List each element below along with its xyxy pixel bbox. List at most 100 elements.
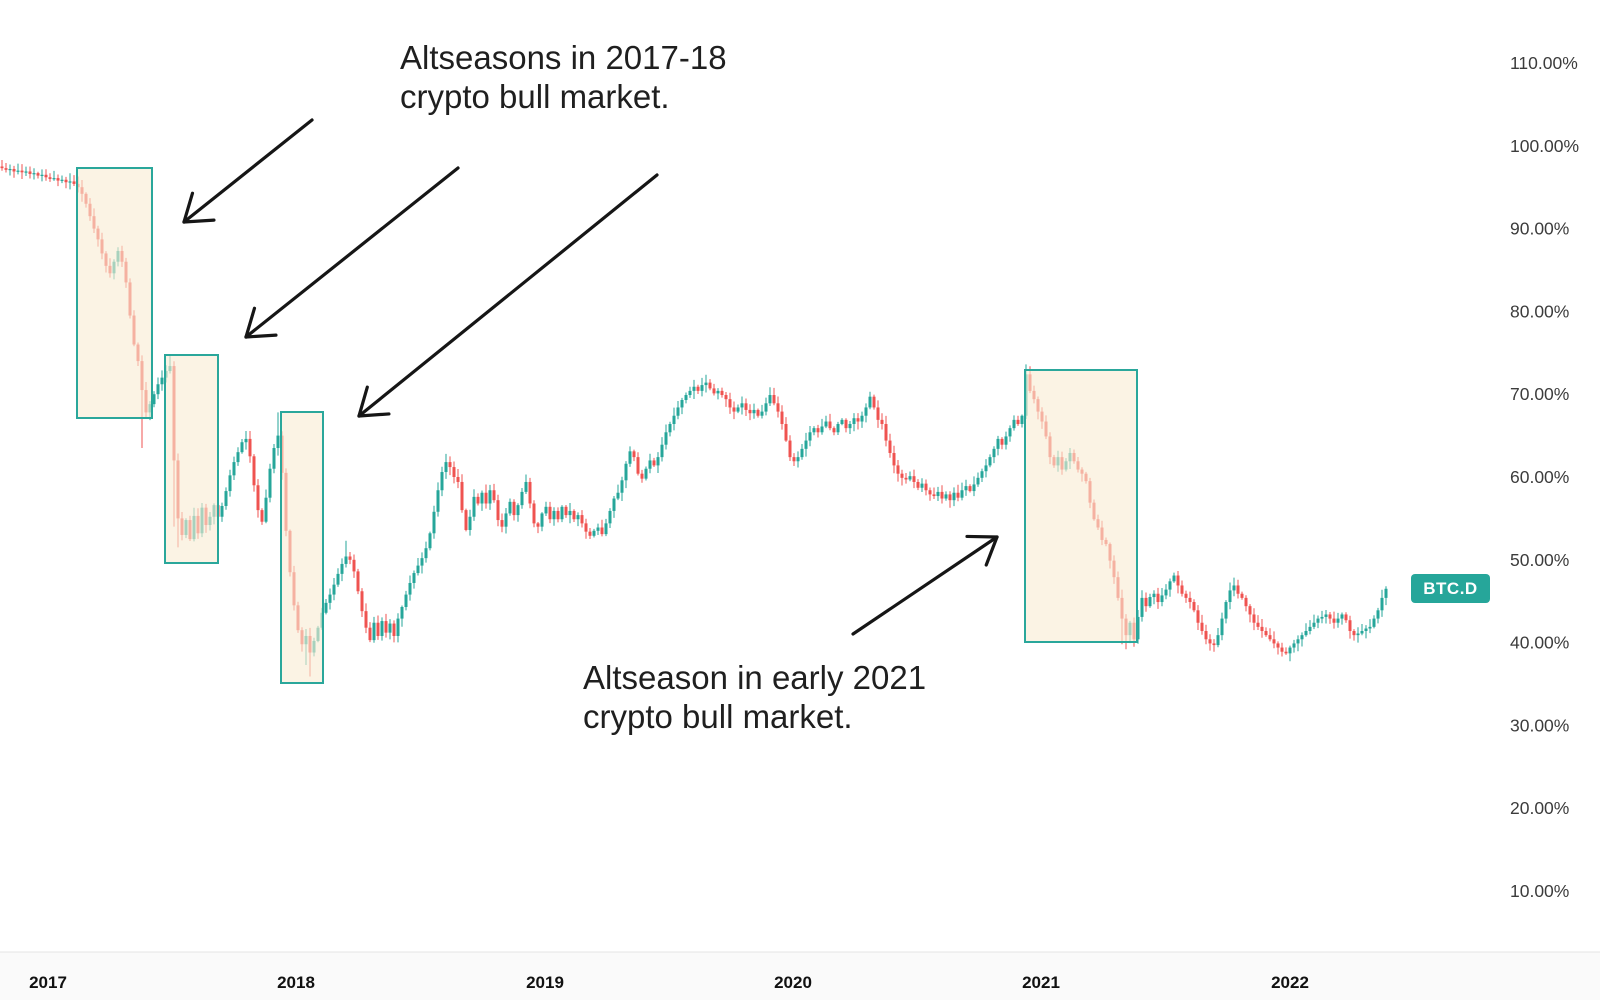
candle-body (260, 510, 264, 522)
y-axis-tick-label: 50.00% (1510, 550, 1569, 570)
y-axis-tick-label: 60.00% (1510, 467, 1569, 487)
candle-body (544, 506, 548, 514)
candle-body (56, 178, 60, 181)
candle-body (956, 492, 960, 498)
candle-body (1252, 614, 1256, 623)
candle-body (928, 490, 932, 495)
x-axis-tick-label: 2019 (526, 973, 564, 992)
altseason-box-2017-q2 (164, 354, 219, 564)
annotation-arrow-head (244, 306, 257, 339)
candle-body (996, 438, 1000, 449)
y-axis-tick-label: 40.00% (1510, 633, 1569, 653)
candle-body (380, 621, 384, 636)
candle-body (1304, 631, 1308, 636)
candle-body (400, 606, 404, 619)
x-axis-tick-label: 2020 (774, 973, 812, 992)
candle-body (1340, 614, 1344, 619)
candle-body (944, 494, 948, 499)
candle-body (48, 177, 52, 179)
candle-body (1384, 588, 1388, 598)
candle-body (720, 390, 724, 396)
candle-body (780, 411, 784, 425)
candle-body (348, 556, 352, 560)
candle-body (844, 419, 848, 429)
annotation-arrow-head (984, 535, 999, 567)
candle-body (1216, 635, 1220, 646)
candle-body (920, 483, 924, 488)
candle-body (44, 174, 48, 178)
candle-body (1184, 593, 1188, 598)
candle-body (964, 486, 968, 491)
candle-body (464, 510, 468, 530)
candle-body (900, 473, 904, 478)
candle-body (356, 571, 360, 592)
candle-body (608, 510, 612, 524)
candle-body (52, 178, 56, 180)
candle-body (764, 403, 768, 412)
candle-body (1268, 635, 1272, 640)
candle-body (1376, 610, 1380, 619)
candle-body (1164, 589, 1168, 596)
candle-body (1172, 575, 1176, 582)
candle-body (0, 166, 4, 169)
y-axis-tick-label: 100.00% (1510, 136, 1579, 156)
candle-body (1320, 616, 1324, 619)
candle-body (748, 409, 752, 414)
candle-body (540, 513, 544, 527)
candle-body (368, 627, 372, 641)
candle-body (516, 505, 520, 516)
annotation-arrow-head (244, 333, 278, 339)
candle-body (936, 491, 940, 497)
candle-body (8, 168, 12, 171)
candle-body (1276, 643, 1280, 648)
annotation-arrow-shaft (182, 118, 314, 224)
candle-body (12, 168, 16, 172)
candle-body (592, 530, 596, 536)
candle-body (244, 438, 248, 443)
candle-body (576, 515, 580, 520)
candle-body (696, 386, 700, 391)
candle-body (404, 594, 408, 607)
candle-body (360, 591, 364, 612)
candle-body (1316, 618, 1320, 623)
candle-body (1008, 428, 1012, 437)
candle-body (520, 491, 524, 506)
candle-body (804, 440, 808, 449)
candle-body (840, 419, 844, 425)
candle-body (488, 490, 492, 504)
candle-body (656, 457, 660, 466)
candle-body (596, 527, 600, 531)
candle-body (972, 484, 976, 492)
candle-body (1372, 618, 1376, 627)
candle-body (1284, 651, 1288, 654)
candle-body (1200, 622, 1204, 632)
candle-body (1140, 597, 1144, 617)
y-axis-tick-label: 70.00% (1510, 384, 1569, 404)
candle-body (1244, 597, 1248, 607)
candle-body (612, 498, 616, 511)
candle-body (536, 523, 540, 527)
candle-body (1292, 643, 1296, 648)
candle-body (412, 573, 416, 583)
candle-body (740, 403, 744, 408)
annotation-line: Altseason in early 2021 (583, 659, 927, 696)
candle-body (852, 418, 856, 425)
y-axis-tick-label: 10.00% (1510, 881, 1569, 901)
candle-body (232, 462, 236, 476)
candle-body (444, 462, 448, 473)
candle-body (728, 399, 732, 408)
candle-body (572, 510, 576, 520)
candle-body (248, 438, 252, 457)
annotation-arrow-shaft (851, 535, 999, 636)
candle-body (224, 491, 228, 506)
candle-body (684, 395, 688, 400)
candle-body (924, 483, 928, 491)
candle-body (1368, 626, 1372, 629)
candle-body (508, 501, 512, 514)
candle-body (496, 500, 500, 521)
candle-body (868, 396, 872, 408)
candle-body (1208, 639, 1212, 644)
symbol-price-badge: BTC.D (1411, 574, 1490, 604)
candle-body (1204, 631, 1208, 640)
